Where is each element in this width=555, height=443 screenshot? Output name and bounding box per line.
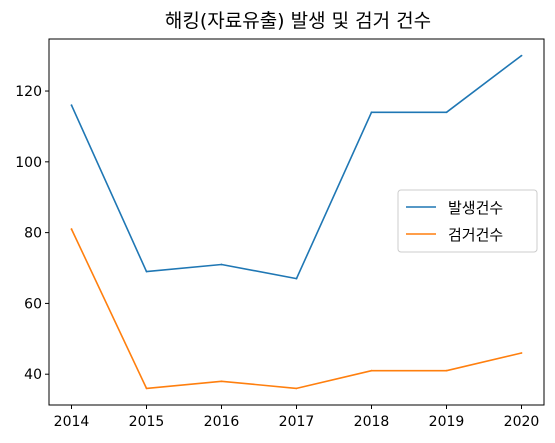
series-2-point: [295, 387, 298, 390]
series-layer: [70, 54, 523, 390]
series-2-point: [145, 387, 148, 390]
x-tick-label: 2016: [204, 414, 240, 430]
x-tick-label: 2014: [54, 414, 90, 430]
series-2-point: [520, 352, 523, 354]
chart-title: 해킹(자료유출) 발생 및 검거 건수: [165, 10, 431, 32]
y-tick-label: 40: [24, 367, 42, 383]
y-tick-label: 60: [24, 296, 42, 312]
series-1-point: [220, 263, 223, 266]
legend-box: [397, 189, 538, 253]
series-1-point: [370, 111, 373, 114]
series-1-point: [520, 54, 523, 57]
x-tick-label: 2018: [354, 414, 390, 430]
series-line-2: [70, 228, 522, 390]
x-tick-label: 2020: [504, 414, 540, 430]
x-tick-label: 2017: [279, 414, 315, 430]
y-tick-label: 100: [15, 155, 42, 171]
series-2-point: [445, 369, 448, 372]
series-1-point: [145, 270, 148, 273]
series-2-point: [370, 369, 373, 372]
series-1-point: [445, 111, 448, 114]
series-2-point: [70, 228, 73, 230]
y-tick-label: 120: [15, 84, 42, 100]
legend-label-1: 발생건수: [448, 199, 503, 217]
x-tick-label: 2015: [129, 414, 165, 430]
series-2-point: [220, 380, 223, 383]
series-1-point: [295, 277, 298, 280]
legend-label-2: 검거건수: [448, 226, 503, 244]
y-tick-label: 80: [24, 226, 42, 242]
series-1-point: [70, 104, 73, 107]
x-tick-label: 2019: [429, 414, 465, 430]
axes: 2014 2015 2016 2017 2018 2019 2020 40 60 80 100 120: [15, 38, 545, 430]
